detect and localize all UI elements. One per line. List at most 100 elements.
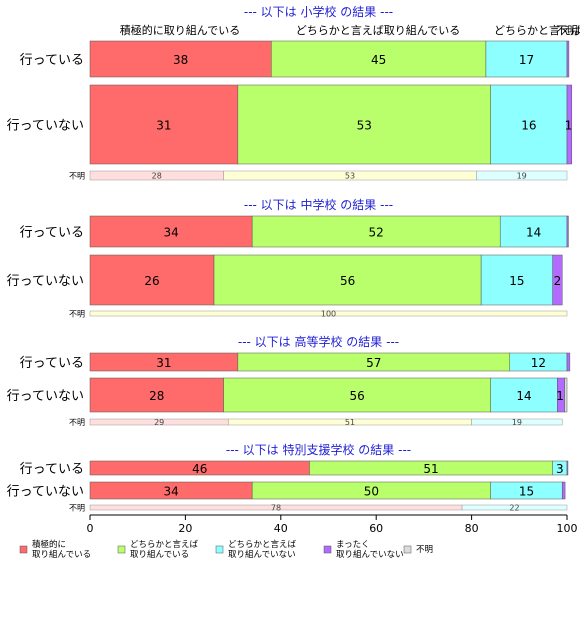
data-label: 50 (364, 485, 379, 499)
legend-swatch (323, 545, 332, 554)
row-label: 不明 (69, 310, 85, 319)
header-category-label: どちらかと言えば取り組んでいる (296, 24, 460, 37)
x-tick-label: 20 (178, 522, 192, 535)
legend-label: 取り組んでいない (228, 549, 296, 560)
data-label: 17 (519, 53, 534, 67)
legend-label: 不明 (416, 545, 433, 555)
section-title: --- 以下は 小学校 の結果 --- (244, 4, 393, 19)
legend-label: 取り組んでいる (130, 549, 189, 560)
bar-segment (89, 310, 568, 317)
header-category-label: どちらかと言えば (494, 24, 580, 37)
bar-segment (237, 84, 491, 165)
legend-label: どちらかと言えば (130, 539, 199, 550)
data-label: 34 (163, 485, 178, 499)
bar-segment (566, 84, 573, 165)
data-label: 2 (554, 274, 562, 288)
bar-segment (461, 504, 568, 511)
bar-segment (476, 170, 568, 181)
data-label: 19 (517, 172, 527, 181)
row-label: 行っている (20, 53, 84, 68)
data-label: 14 (516, 389, 531, 403)
data-label: 12 (531, 356, 546, 370)
bar-segment (271, 40, 487, 78)
legend-label: どちらかと言えば (228, 539, 297, 550)
data-label: 14 (526, 226, 541, 240)
bar-segment (480, 254, 553, 306)
data-label: 45 (371, 53, 386, 67)
row-label: 行っていない (7, 119, 84, 134)
data-label: 3 (556, 462, 564, 476)
bar-segment (566, 215, 569, 248)
data-label: 52 (369, 226, 384, 240)
data-label: 31 (156, 119, 171, 133)
data-label: 53 (357, 119, 372, 133)
legend-swatch (19, 545, 28, 554)
x-tick-label: 60 (369, 522, 383, 535)
data-label: 56 (349, 389, 364, 403)
legend-swatch (215, 545, 224, 554)
legend-label: まったく (336, 540, 370, 550)
header-category-label: 不明 (556, 24, 578, 37)
row-label: 不明 (69, 172, 85, 181)
data-label: 15 (509, 274, 524, 288)
data-label: 1 (565, 119, 573, 133)
row-label: 行っていない (7, 274, 84, 289)
data-label: 28 (149, 389, 164, 403)
section-title: --- 以下は 特別支援学校 の結果 --- (226, 442, 411, 457)
bar-segment (561, 481, 566, 500)
bar-segment (564, 377, 568, 413)
bar-segment (213, 254, 482, 306)
legend-label: 積極的に (32, 539, 66, 550)
row-label: 行っていない (7, 389, 84, 404)
data-label: 31 (156, 356, 171, 370)
bar-segment (490, 84, 568, 165)
bar-segment (566, 40, 570, 78)
row-label: 不明 (69, 504, 85, 513)
section-title: --- 以下は 高等学校 の結果 --- (238, 334, 399, 349)
row-label: 行っていない (7, 485, 84, 500)
x-tick-label: 40 (274, 522, 288, 535)
data-label: 51 (345, 418, 355, 427)
header-category-label: 積極的に取り組んでいる (120, 23, 240, 37)
bar-segment (566, 460, 569, 476)
bar-segment (251, 215, 501, 248)
bar-segment (566, 352, 571, 372)
bar-segment (89, 377, 224, 413)
data-label: 46 (192, 462, 207, 476)
data-label: 29 (154, 418, 164, 427)
legend-label: 取り組んでいない (336, 549, 404, 560)
bar-segment (552, 254, 563, 306)
bar-segment (490, 377, 558, 413)
data-label: 19 (512, 418, 522, 427)
data-label: 16 (521, 119, 536, 133)
x-tick-label: 80 (465, 522, 479, 535)
data-label: 34 (163, 226, 178, 240)
data-label: 78 (271, 504, 281, 513)
data-label: 57 (366, 356, 381, 370)
data-label: 26 (144, 274, 159, 288)
data-label: 51 (423, 462, 438, 476)
row-label: 行っている (20, 462, 84, 477)
data-label: 100 (321, 310, 336, 319)
x-tick-label: 100 (557, 522, 578, 535)
data-label: 15 (519, 485, 534, 499)
row-label: 不明 (69, 418, 85, 427)
data-label: 38 (173, 53, 188, 67)
legend-swatch (403, 545, 412, 554)
data-label: 56 (340, 274, 355, 288)
data-label: 22 (509, 504, 519, 513)
bar-segment (471, 418, 563, 426)
row-label: 行っている (20, 226, 84, 241)
row-label: 行っている (20, 356, 84, 371)
x-tick-label: 0 (87, 522, 94, 535)
bar-segment (499, 215, 568, 248)
bar-segment (89, 84, 239, 165)
section-title: --- 以下は 中学校 の結果 --- (244, 197, 393, 212)
legend-label: 取り組んでいる (32, 549, 91, 560)
legend-swatch (117, 545, 126, 554)
data-label: 53 (345, 172, 355, 181)
bar-segment (223, 377, 491, 413)
data-label: 28 (152, 172, 162, 181)
bar-segment (89, 254, 215, 306)
